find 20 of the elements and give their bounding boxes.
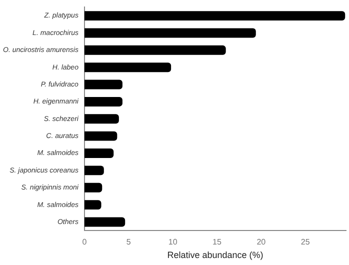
x-axis-title: Relative abundance (%) — [167, 250, 264, 260]
bar — [84, 80, 122, 90]
x-tick-label: 15 — [212, 238, 222, 247]
bar — [84, 96, 122, 106]
bar — [84, 148, 114, 158]
bar — [84, 114, 119, 124]
bar — [84, 62, 172, 72]
bar — [84, 131, 118, 141]
bar — [84, 200, 102, 210]
bar — [84, 166, 104, 176]
bar — [84, 45, 226, 55]
x-tick-label: 5 — [126, 238, 132, 247]
x-tick-label: 0 — [82, 238, 88, 247]
x-tick-label: 10 — [168, 238, 178, 247]
bar — [84, 182, 102, 192]
bar — [84, 11, 346, 21]
bar — [84, 28, 256, 38]
bar — [84, 217, 126, 227]
x-tick-label: 25 — [300, 238, 310, 247]
x-tick-label: 20 — [256, 238, 266, 247]
